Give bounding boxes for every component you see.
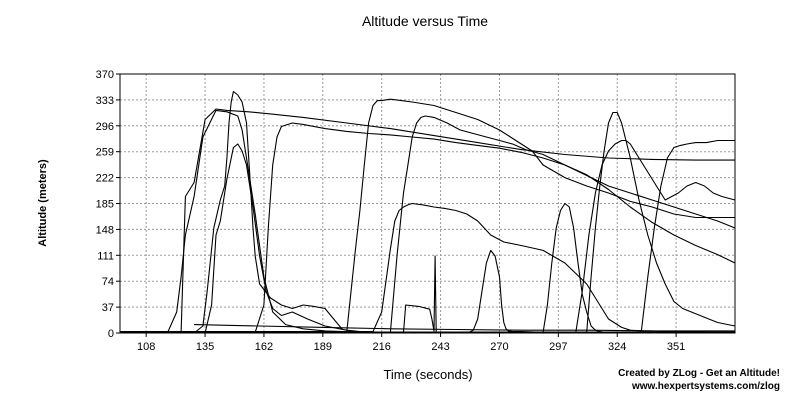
series-line-2: [120, 108, 735, 333]
x-axis-label: Time (seconds): [383, 367, 472, 382]
series-line-4: [120, 143, 369, 334]
y-tick-label: 370: [96, 69, 114, 81]
y-tick-label: 37: [102, 302, 114, 314]
x-tick-label: 108: [137, 341, 155, 353]
x-tick-label: 162: [255, 341, 273, 353]
series-line-1: [120, 109, 369, 333]
y-axis-ticks: 0 37 74 111 148 185 222 259 296 333 370: [96, 69, 120, 340]
series-line-15: [194, 324, 735, 332]
y-tick-label: 74: [102, 276, 114, 288]
x-tick-label: 216: [373, 341, 391, 353]
series-line-14: [120, 255, 735, 333]
series-line-6: [120, 98, 735, 333]
y-tick-label: 222: [96, 173, 114, 185]
chart-title: Altitude versus Time: [362, 13, 488, 29]
y-axis-label: Altitude (meters): [37, 159, 49, 247]
series-line-11: [120, 139, 736, 333]
x-tick-label: 189: [314, 341, 332, 353]
credit-line-1: Created by ZLog - Get an Altitude!: [618, 368, 780, 379]
series-line-9: [120, 202, 735, 333]
x-tick-label: 135: [196, 341, 214, 353]
y-tick-label: 185: [96, 199, 114, 211]
y-tick-label: 259: [96, 147, 114, 159]
series-line-5: [120, 122, 736, 333]
x-tick-label: 351: [667, 341, 685, 353]
x-tick-label: 243: [431, 341, 449, 353]
x-axis-ticks: 108 135 162 189 216 243 270 297 324 351: [137, 333, 685, 353]
series-line-3: [120, 90, 343, 334]
series-line-8: [120, 202, 735, 333]
y-tick-label: 0: [108, 328, 114, 340]
series-line-10: [120, 111, 736, 333]
y-tick-label: 111: [97, 250, 114, 262]
series-line-12: [120, 139, 735, 333]
x-tick-label: 297: [549, 341, 567, 353]
credit-line-2: www.hexpertsystems.com/zlog: [631, 381, 780, 392]
grid-lines: [120, 74, 735, 333]
series-layer: [120, 90, 736, 334]
series-line-7: [120, 115, 736, 333]
x-tick-label: 270: [490, 341, 508, 353]
y-tick-label: 296: [96, 121, 114, 133]
y-tick-label: 333: [96, 95, 114, 107]
x-tick-label: 324: [608, 341, 626, 353]
y-tick-label: 148: [96, 224, 114, 236]
